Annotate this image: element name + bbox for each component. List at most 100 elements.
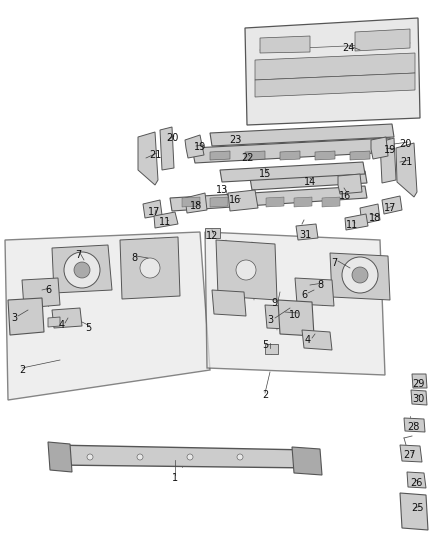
Text: 8: 8	[131, 253, 137, 263]
Polygon shape	[212, 290, 246, 316]
Polygon shape	[238, 197, 256, 207]
Polygon shape	[294, 197, 312, 207]
Polygon shape	[185, 135, 204, 158]
Text: 29: 29	[412, 379, 424, 389]
Polygon shape	[8, 298, 44, 335]
Polygon shape	[120, 237, 180, 299]
Text: 14: 14	[304, 177, 316, 187]
Polygon shape	[210, 151, 230, 160]
Polygon shape	[350, 151, 370, 160]
Polygon shape	[154, 212, 178, 228]
Polygon shape	[265, 305, 307, 330]
Polygon shape	[245, 18, 420, 125]
Text: 23: 23	[229, 135, 241, 145]
Polygon shape	[52, 245, 112, 293]
Polygon shape	[295, 278, 334, 306]
Polygon shape	[396, 143, 417, 197]
Polygon shape	[228, 190, 258, 211]
Polygon shape	[185, 193, 207, 213]
Circle shape	[64, 252, 100, 288]
Polygon shape	[205, 228, 220, 238]
Text: 19: 19	[384, 145, 396, 155]
Polygon shape	[210, 124, 394, 146]
Text: 7: 7	[75, 250, 81, 260]
Text: 13: 13	[216, 185, 228, 195]
Text: 15: 15	[259, 169, 271, 179]
Polygon shape	[210, 197, 228, 207]
Polygon shape	[52, 308, 82, 328]
Text: 21: 21	[149, 150, 161, 160]
Text: 26: 26	[410, 478, 422, 488]
Circle shape	[140, 258, 160, 278]
Text: 6: 6	[301, 290, 307, 300]
Polygon shape	[296, 224, 318, 240]
Polygon shape	[338, 174, 362, 194]
Polygon shape	[345, 214, 368, 230]
Polygon shape	[411, 390, 427, 405]
Polygon shape	[216, 240, 277, 300]
Text: 20: 20	[399, 139, 411, 149]
Polygon shape	[250, 171, 367, 190]
Text: 8: 8	[317, 280, 323, 290]
Circle shape	[342, 257, 378, 293]
Text: 19: 19	[194, 142, 206, 152]
Polygon shape	[292, 447, 322, 475]
Polygon shape	[245, 151, 265, 160]
Circle shape	[74, 262, 90, 278]
Circle shape	[87, 454, 93, 460]
Text: 4: 4	[305, 335, 311, 345]
Polygon shape	[371, 137, 388, 159]
Polygon shape	[265, 344, 278, 354]
Text: 11: 11	[346, 220, 358, 230]
Polygon shape	[192, 138, 393, 163]
Text: 12: 12	[206, 231, 218, 241]
Text: 24: 24	[342, 43, 354, 53]
Text: 5: 5	[85, 323, 91, 333]
Polygon shape	[404, 418, 425, 432]
Text: 5: 5	[262, 340, 268, 350]
Polygon shape	[205, 232, 385, 375]
Text: 3: 3	[267, 315, 273, 325]
Text: 28: 28	[407, 422, 419, 432]
Text: 31: 31	[299, 230, 311, 240]
Text: 2: 2	[262, 390, 268, 400]
Circle shape	[352, 267, 368, 283]
Polygon shape	[266, 197, 284, 207]
Polygon shape	[382, 196, 402, 214]
Polygon shape	[355, 29, 410, 51]
Text: 4: 4	[59, 320, 65, 330]
Polygon shape	[330, 253, 390, 300]
Text: 11: 11	[159, 217, 171, 227]
Text: 18: 18	[190, 201, 202, 211]
Polygon shape	[380, 138, 396, 183]
Polygon shape	[220, 162, 365, 182]
Polygon shape	[5, 232, 210, 400]
Polygon shape	[138, 132, 158, 185]
Text: 18: 18	[369, 213, 381, 223]
Polygon shape	[48, 442, 72, 472]
Circle shape	[237, 454, 243, 460]
Text: 2: 2	[19, 365, 25, 375]
Text: 6: 6	[45, 285, 51, 295]
Polygon shape	[322, 197, 340, 207]
Text: 20: 20	[166, 133, 178, 143]
Polygon shape	[360, 204, 380, 224]
Polygon shape	[160, 127, 174, 170]
Polygon shape	[255, 53, 415, 80]
Polygon shape	[255, 73, 415, 97]
Circle shape	[137, 454, 143, 460]
Text: 7: 7	[331, 258, 337, 268]
Text: 22: 22	[241, 153, 253, 163]
Circle shape	[236, 260, 256, 280]
Polygon shape	[400, 493, 428, 530]
Text: 9: 9	[271, 298, 277, 308]
Polygon shape	[412, 374, 427, 388]
Text: 3: 3	[11, 313, 17, 323]
Polygon shape	[170, 186, 367, 211]
Text: 21: 21	[400, 157, 412, 167]
Text: 17: 17	[148, 207, 160, 217]
Text: 10: 10	[289, 310, 301, 320]
Text: 17: 17	[384, 203, 396, 213]
Polygon shape	[407, 472, 426, 488]
Polygon shape	[278, 300, 314, 336]
